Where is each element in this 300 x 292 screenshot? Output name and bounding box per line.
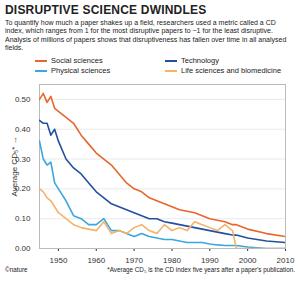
svg-text:2000: 2000 xyxy=(239,256,257,265)
html-text:©nature: ©nature xyxy=(5,265,28,273)
html-text:*Average CD₅ is the CD index f: *Average CD₅ is the CD index five years … xyxy=(107,265,295,273)
html-text:Social sciences: Social sciences xyxy=(51,56,103,66)
svg-text:1960: 1960 xyxy=(87,256,105,265)
svg-text:1980: 1980 xyxy=(163,256,181,265)
html-text:Life sciences and biomedicine: Life sciences and biomedicine xyxy=(181,66,282,76)
svg-text:0.30: 0.30 xyxy=(14,154,31,164)
svg-text:1990: 1990 xyxy=(201,256,219,265)
svg-text:0.10: 0.10 xyxy=(15,214,31,223)
svg-text:1950: 1950 xyxy=(50,256,68,265)
html-text:DISRUPTIVE SCIENCE DWINDLES: DISRUPTIVE SCIENCE DWINDLES xyxy=(5,3,207,17)
svg-text:0.20: 0.20 xyxy=(14,184,31,193)
svg-text:2010: 2010 xyxy=(277,256,295,265)
html-text:Physical sciences: Physical sciences xyxy=(51,66,111,76)
svg-text:0.00: 0.00 xyxy=(15,244,31,253)
svg-text:1970: 1970 xyxy=(125,256,143,265)
svg-text:Average CD₅* →: Average CD₅* → xyxy=(10,136,19,196)
svg-text:0.50: 0.50 xyxy=(15,95,31,104)
svg-text:0.40: 0.40 xyxy=(15,124,31,133)
html-text:To quantify how much a paper s: To quantify how much a paper shakes up a… xyxy=(5,19,287,52)
html-text:Technology: Technology xyxy=(181,56,219,66)
